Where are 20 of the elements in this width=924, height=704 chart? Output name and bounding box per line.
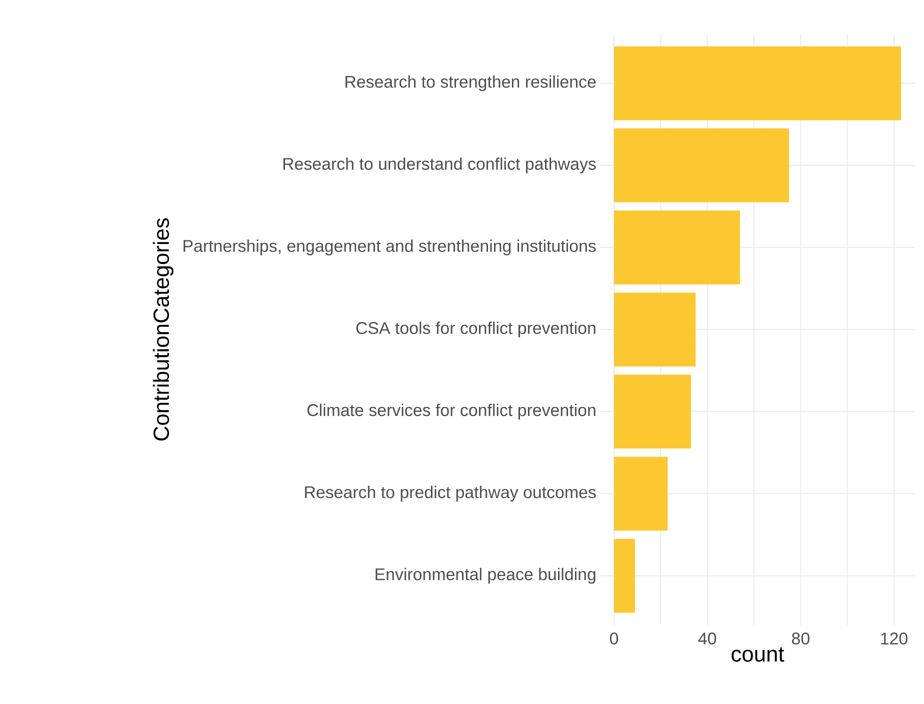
y-tick-label: Climate services for conflict prevention <box>307 404 596 420</box>
x-tick-label: 80 <box>792 632 810 645</box>
x-tick-label: 0 <box>610 632 618 645</box>
y-axis-title: ContributionCategories <box>152 218 174 440</box>
bar <box>614 210 740 284</box>
bar <box>614 46 902 120</box>
y-tick-label: Research to understand conflict pathways <box>283 157 596 174</box>
y-tick-label: Research to predict pathway outcomes <box>305 486 596 502</box>
bar <box>614 456 668 531</box>
bar <box>614 128 790 202</box>
bar <box>614 292 696 366</box>
x-axis-title: count <box>732 647 784 662</box>
y-tick-label: Environmental peace building <box>376 568 596 584</box>
x-tick-label: 40 <box>698 632 716 645</box>
y-tick-label: CSA tools for conflict prevention <box>356 322 596 338</box>
bar <box>614 538 636 613</box>
y-tick-label: Research to strengthen resilience <box>346 75 596 92</box>
y-tick-label: Partnerships, engagement and strenthening institutions <box>184 240 596 256</box>
x-tick-label: 120 <box>881 632 908 645</box>
bar <box>614 374 692 449</box>
